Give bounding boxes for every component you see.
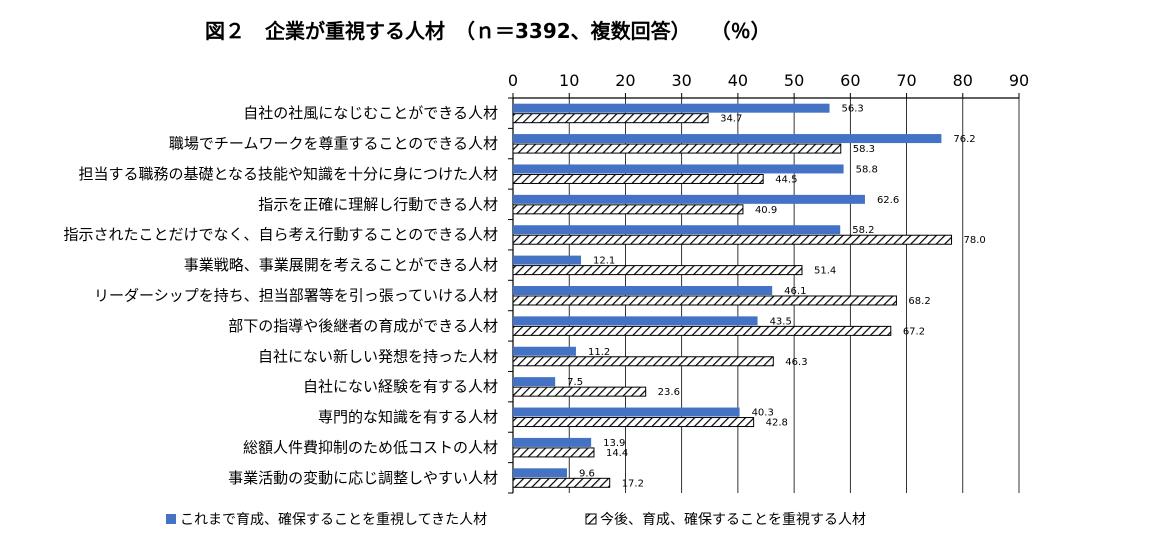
category-label: 自社にない経験を有する人材	[303, 378, 498, 396]
bar-series-2	[512, 113, 709, 124]
data-label: 42.8	[766, 418, 788, 429]
bar-series-1	[513, 407, 740, 417]
data-label: 17.2	[622, 478, 644, 489]
bar-series-1	[513, 468, 567, 478]
data-label: 62.6	[877, 195, 899, 206]
data-label: 34.7	[720, 114, 742, 125]
category-label: 担当する職務の基礎となる技能や知識を十分に身につけた人材	[78, 165, 498, 183]
category-label: 指示されたことだけでなく、自ら考え行動することのできる人材	[63, 226, 498, 244]
x-tick-label: 30	[671, 71, 691, 90]
data-label: 46.3	[785, 357, 807, 368]
bar-series-1	[513, 437, 592, 447]
chart-title: 図２ 企業が重視する人材 （ｎ＝3392、複数回答） （％）	[205, 19, 771, 43]
category-labels: 自社の社風になじむことができる人材職場でチームワークを尊重することのできる人材担…	[63, 104, 498, 487]
legend-swatch-series-1	[166, 514, 176, 524]
category-label: 専門的な知識を有する人材	[318, 408, 498, 426]
x-tick-label: 50	[784, 71, 804, 90]
bar-series-1	[513, 316, 758, 326]
data-label: 68.2	[908, 296, 930, 307]
bar-series-2	[512, 143, 842, 154]
bar-series-2	[512, 417, 755, 428]
category-label: リーダーシップを持ち、担当部署等を引っ張っていける人材	[94, 287, 498, 305]
x-axis: 0 10 20 30 40 50 60 70 80 90	[508, 71, 1029, 494]
x-tick-label: 70	[896, 71, 916, 90]
bar-series-1	[513, 164, 844, 174]
legend-label-series-1: これまで育成、確保することを重視してきた人材	[180, 512, 487, 528]
x-tick-label: 20	[615, 71, 635, 90]
data-label: 58.3	[853, 144, 875, 155]
bar-series-1	[513, 225, 841, 235]
bar-series-2	[512, 386, 647, 397]
bar-series-1	[513, 103, 830, 113]
category-label: 自社にない新しい発想を持った人材	[258, 347, 498, 365]
bar-series-2	[512, 477, 611, 488]
bar-series-2	[512, 265, 803, 276]
x-tick-label: 10	[559, 71, 579, 90]
data-label: 58.2	[852, 225, 874, 236]
bar-series-2	[512, 204, 744, 215]
bar-series-1	[513, 134, 942, 144]
bar-series-2	[512, 173, 764, 184]
bar-series-1	[513, 255, 582, 265]
data-label: 43.5	[770, 316, 792, 327]
data-label: 12.1	[593, 256, 615, 267]
data-label: 40.9	[755, 205, 777, 216]
bar-series-2	[512, 325, 892, 336]
category-label: 事業戦略、事業展開を考えることができる人材	[184, 256, 498, 274]
x-tick-label: 80	[953, 71, 973, 90]
data-label: 11.2	[588, 347, 610, 358]
x-tick-label: 90	[1009, 71, 1029, 90]
bar-series-1	[513, 194, 865, 204]
bar-series-2	[512, 295, 897, 306]
bar-series-1	[513, 346, 576, 356]
data-label: 44.5	[775, 174, 797, 185]
category-label: 自社の社風になじむことができる人材	[243, 104, 498, 122]
x-tick-label: 60	[840, 71, 860, 90]
bar-series-2	[512, 447, 595, 458]
data-label: 58.8	[856, 164, 878, 175]
data-label: 46.1	[784, 286, 806, 297]
x-tick-label: 40	[728, 71, 748, 90]
bar-series-2	[512, 234, 953, 245]
legend-label-series-2: 今後、育成、確保することを重視する人材	[600, 512, 866, 528]
bar-series-2	[512, 356, 774, 367]
data-label: 23.6	[658, 387, 680, 398]
category-label: 部下の指導や後継者の育成ができる人材	[228, 317, 498, 335]
category-label: 事業活動の変動に応じ調整しやすい人材	[228, 469, 498, 487]
bar-series-1	[513, 377, 556, 387]
data-label: 78.0	[964, 235, 986, 246]
data-label: 9.6	[579, 468, 595, 479]
data-label: 40.3	[752, 408, 774, 419]
x-tick-label: 0	[508, 71, 518, 90]
data-label: 14.4	[606, 448, 628, 459]
data-label: 67.2	[903, 326, 925, 337]
category-label: 職場でチームワークを尊重することのできる人材	[169, 135, 498, 153]
bar-series-1	[513, 286, 773, 295]
data-label: 13.9	[603, 438, 625, 449]
data-label: 7.5	[567, 377, 583, 388]
bars: 56.3 34.7 76.2 58.3 58.8 44.5 62.6 40.9 58.2 78.0…	[512, 103, 986, 489]
data-label: 56.3	[842, 104, 864, 115]
data-label: 76.2	[953, 134, 975, 145]
legend: これまで育成、確保することを重視してきた人材 今後、育成、確保することを重視する人…	[166, 512, 866, 528]
category-label: 総額人件費抑制のため低コストの人材	[243, 438, 498, 456]
data-label: 51.4	[814, 266, 836, 277]
legend-swatch-series-2	[585, 513, 597, 525]
category-label: 指示を正確に理解し行動できる人材	[258, 195, 498, 213]
